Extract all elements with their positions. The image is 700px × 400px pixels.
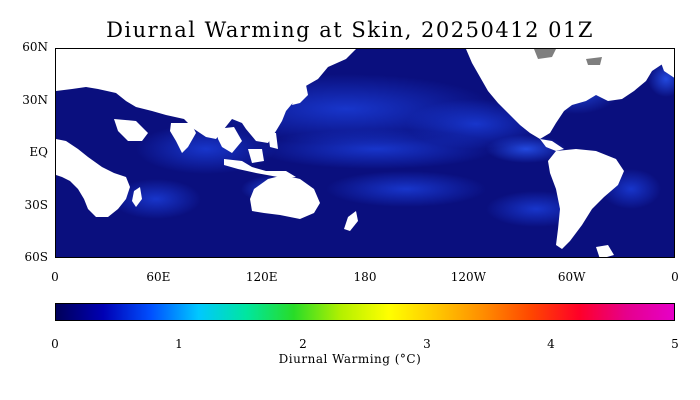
ice-hudson-area xyxy=(534,49,556,59)
land-africa xyxy=(56,139,130,217)
lat-label-60s: 60S xyxy=(24,250,49,264)
land-india xyxy=(170,123,196,153)
colorbar-tick-1: 1 xyxy=(175,337,183,351)
lat-label-30n: 30N xyxy=(22,92,48,107)
land-eurasia xyxy=(56,49,356,143)
land-south-america xyxy=(548,149,624,249)
lon-label-4: 120W xyxy=(450,270,486,284)
land-north-america xyxy=(466,49,674,139)
land-philippines xyxy=(268,133,278,149)
land-arabia xyxy=(114,119,148,141)
colorbar-tick-4: 4 xyxy=(547,337,555,351)
lon-label-5: 60W xyxy=(557,270,586,284)
map-svg xyxy=(56,49,674,257)
land-greenland xyxy=(656,49,674,78)
colorbar-tick-0: 0 xyxy=(51,337,59,351)
ice-labrador-area xyxy=(586,57,602,65)
lon-label-1: 60E xyxy=(146,270,171,284)
land-australia xyxy=(250,175,320,219)
colorbar-tick-2: 2 xyxy=(299,337,307,351)
lon-label-0: 0 xyxy=(51,270,59,284)
land-indonesia xyxy=(224,159,296,177)
land-new-zealand xyxy=(344,211,358,231)
lat-label-eq: EQ xyxy=(29,145,48,159)
colorbar-tick-5: 5 xyxy=(671,337,679,351)
lon-label-6: 0 xyxy=(671,270,679,284)
land-antarctic-peninsula xyxy=(596,245,614,257)
lat-label-60n: 60N xyxy=(22,40,48,54)
land-borneo xyxy=(248,149,264,163)
colorbar-tick-3: 3 xyxy=(423,337,431,351)
map-plot-area xyxy=(55,48,675,258)
land-madagascar xyxy=(132,187,142,207)
land-indochina xyxy=(216,127,242,153)
map-title: Diurnal Warming at Skin, 20250412 01Z xyxy=(106,18,594,42)
sea-ice xyxy=(534,49,602,65)
land-masses xyxy=(56,49,674,257)
land-central-america xyxy=(540,139,564,151)
lon-label-2: 120E xyxy=(245,270,278,284)
land-japan xyxy=(292,85,308,105)
lat-label-30s: 30S xyxy=(24,197,49,212)
colorbar xyxy=(55,303,675,321)
colorbar-title: Diurnal Warming (°C) xyxy=(278,352,422,366)
lon-label-3: 180 xyxy=(353,270,377,284)
